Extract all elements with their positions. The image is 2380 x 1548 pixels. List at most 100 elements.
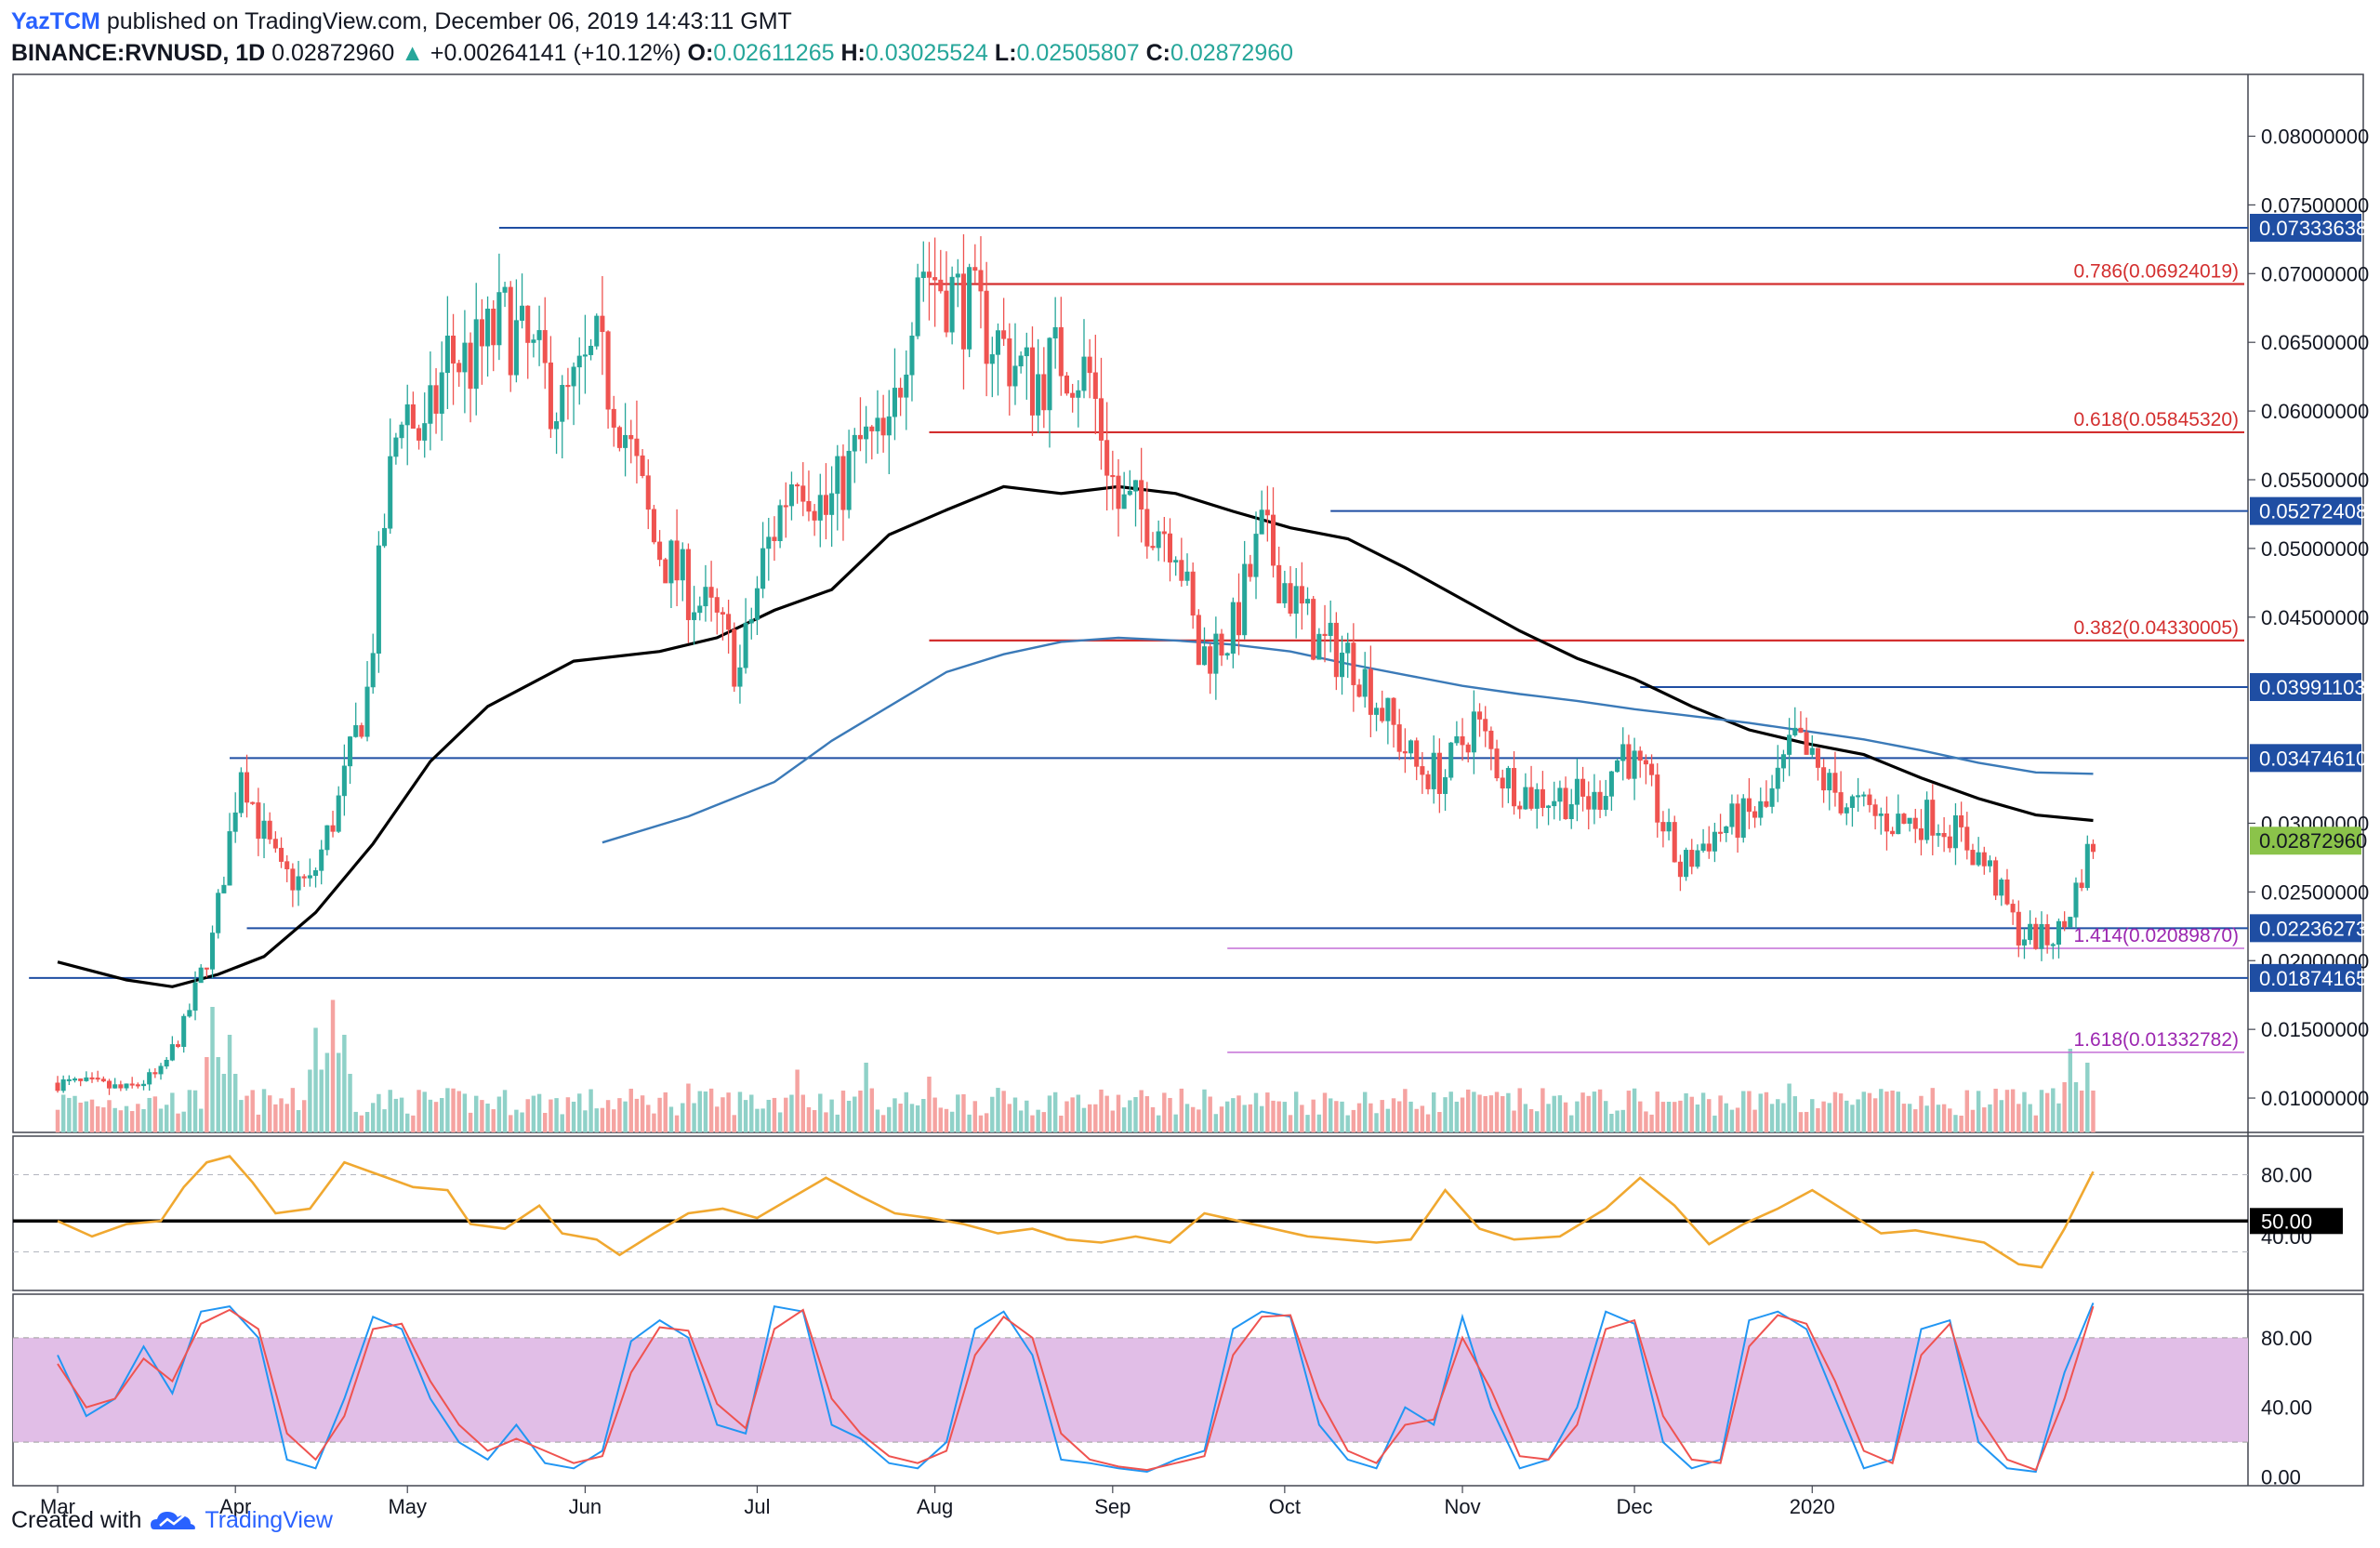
candle-body (364, 686, 370, 737)
candle-body (324, 825, 330, 851)
tradingview-brand[interactable]: TradingView (205, 1506, 333, 1533)
volume-bar (382, 1109, 387, 1132)
candle-body (124, 1083, 129, 1089)
candle-body (1523, 787, 1528, 810)
candle-body (1058, 326, 1064, 377)
volume-bar (1804, 1111, 1809, 1132)
volume-bar (577, 1093, 582, 1132)
volume-bar (319, 1069, 324, 1132)
candle-body (835, 456, 840, 495)
volume-bar (1179, 1088, 1184, 1132)
volume-bar (715, 1106, 720, 1132)
volume-bar (152, 1096, 158, 1132)
volume-bar (1569, 1115, 1574, 1132)
volume-bar (1712, 1115, 1717, 1132)
volume-bar (760, 1108, 765, 1132)
candle-body (1127, 490, 1132, 496)
price-level-badge (2250, 744, 2361, 773)
volume-bar (1351, 1109, 1356, 1132)
volume-bar (1316, 1114, 1322, 1132)
volume-bar (485, 1103, 490, 1132)
volume-bar (1729, 1109, 1735, 1132)
candle-body (1660, 822, 1666, 832)
rsi-tick-label: 80.00 (2261, 1164, 2312, 1187)
volume-bar (1396, 1101, 1402, 1132)
volume-bar (416, 1090, 421, 1132)
candle-body (582, 354, 588, 357)
candle-body (1552, 800, 1557, 807)
candle-body (616, 427, 622, 448)
candle-body (456, 363, 462, 373)
volume-bar (1259, 1105, 1264, 1132)
volume-bar (777, 1112, 783, 1132)
rsi-line (57, 1155, 2095, 1269)
volume-bar (789, 1094, 794, 1132)
volume-bar (279, 1098, 284, 1132)
candle-body (1156, 531, 1161, 549)
volume-bar (250, 1090, 255, 1132)
volume-bar (1552, 1095, 1556, 1132)
candle-body (1970, 850, 1976, 866)
candle-body (857, 434, 863, 440)
candle-body (1465, 744, 1471, 753)
volume-bar (1059, 1115, 1064, 1132)
candle-body (640, 455, 645, 476)
volume-bar (440, 1098, 444, 1132)
volume-bar (1311, 1099, 1316, 1132)
volume-bar (1431, 1092, 1436, 1132)
volume-bar (1609, 1113, 1614, 1132)
price-level-badge-label: 0.01874165 (2259, 967, 2367, 990)
volume-bar (1655, 1092, 1659, 1132)
candle-body (1540, 788, 1545, 808)
candle-body (1052, 326, 1058, 339)
fib-level-label: 0.382(0.04330005) (2074, 617, 2240, 639)
open-label: O: (687, 40, 714, 66)
volume-bar (158, 1108, 164, 1132)
candle-body (1700, 843, 1706, 852)
volume-bar (749, 1094, 754, 1132)
candle-body (221, 884, 227, 893)
volume-bar (112, 1107, 117, 1132)
volume-bar (216, 1057, 220, 1132)
candle-body (433, 385, 439, 414)
candle-body (1792, 727, 1798, 735)
candle-body (1230, 602, 1236, 655)
volume-bar (1018, 1110, 1024, 1132)
candle-body (2090, 843, 2096, 853)
volume-bar (743, 1100, 748, 1132)
volume-bar (1414, 1108, 1419, 1132)
candle-body (634, 438, 640, 456)
time-axis: Mar Apr May Jun Jul Aug Sep Oct Nov Dec 2020 (40, 1486, 1835, 1518)
candle-body (2044, 923, 2050, 946)
volume-bar (1747, 1091, 1752, 1132)
candle-body (496, 292, 502, 346)
candle-body (95, 1078, 100, 1080)
author-name[interactable]: YazTCM (11, 8, 100, 34)
volume-bar (772, 1097, 777, 1132)
volume-bar (944, 1108, 949, 1132)
candle-body (1316, 633, 1322, 660)
candle-body (1890, 830, 1896, 835)
volume-bar (290, 1088, 296, 1132)
volume-bar (1913, 1109, 1918, 1132)
candle-body (565, 385, 571, 388)
volume-bar (869, 1088, 875, 1132)
volume-bar (1563, 1102, 1568, 1132)
candle-body (261, 820, 267, 840)
candle-body (1132, 480, 1139, 492)
candle-body (1500, 777, 1505, 789)
volume-bar (708, 1088, 714, 1132)
high-value: 0.03025524 (865, 40, 988, 66)
candle-body (1677, 861, 1683, 878)
candle-body (1001, 330, 1007, 339)
candle-body (1190, 571, 1196, 616)
volume-bar (60, 1094, 66, 1132)
candle-body (904, 374, 909, 398)
volume-bar (1707, 1099, 1712, 1132)
candle-body (100, 1078, 106, 1082)
time-tick-label: Aug (917, 1495, 953, 1518)
candle-body (1396, 724, 1402, 752)
candle-body (1116, 475, 1121, 509)
volume-bar (468, 1112, 473, 1132)
